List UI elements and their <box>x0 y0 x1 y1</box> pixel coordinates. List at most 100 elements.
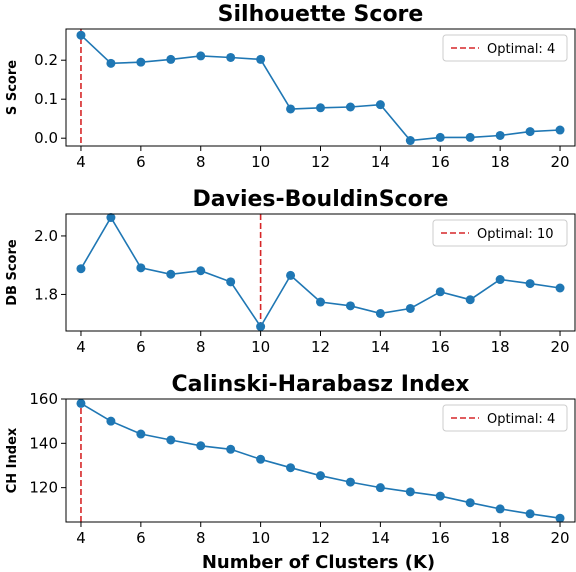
x-tick-label: 18 <box>491 153 510 171</box>
data-point <box>525 127 535 137</box>
x-tick-label: 4 <box>76 153 86 171</box>
data-point <box>226 277 236 287</box>
x-tick-label: 16 <box>431 153 450 171</box>
data-point <box>555 283 565 293</box>
x-tick-label: 8 <box>196 338 206 356</box>
data-point <box>196 266 206 276</box>
legend-box <box>442 404 568 432</box>
data-point <box>166 54 176 64</box>
data-point <box>316 103 325 113</box>
x-tick-label: 12 <box>311 338 330 356</box>
x-tick-label: 18 <box>491 338 510 356</box>
data-point <box>76 30 86 40</box>
data-point <box>375 483 385 493</box>
legend-label: Optimal: 4 <box>487 42 555 57</box>
legend-label: Optimal: 10 <box>477 227 554 242</box>
y-tick-label: 0.0 <box>34 129 58 147</box>
chart-panel-calinski-harabasz: Calinski-Harabasz Index CH Index 4 6 8 10 12 14… <box>5 372 576 572</box>
x-tick-label: 6 <box>136 153 146 171</box>
x-tick-label: 10 <box>251 529 270 547</box>
y-tick-label: 0.1 <box>34 90 58 108</box>
data-point <box>316 471 325 481</box>
x-tick-label: 4 <box>76 529 86 547</box>
legend: Optimal: 4 <box>442 404 568 432</box>
plot-frame <box>65 213 576 332</box>
y-tick-label: 0.2 <box>34 51 58 69</box>
data-point <box>465 132 475 142</box>
plot-frame <box>65 398 576 523</box>
x-axis-label: Number of Clusters (K) <box>202 552 435 572</box>
x-tick-label: 20 <box>550 153 569 171</box>
data-point <box>405 136 415 146</box>
y-axis-label: CH Index <box>5 427 20 493</box>
legend-box <box>432 219 568 247</box>
data-point <box>256 54 266 64</box>
y-tick-label: 160 <box>29 390 58 408</box>
chart-title: Calinski-Harabasz Index <box>172 372 470 397</box>
data-point <box>226 52 236 62</box>
y-tick-label: 140 <box>29 434 58 452</box>
data-point <box>286 104 296 114</box>
plot-frame <box>65 28 576 147</box>
chart-panel-silhouette: Silhouette Score S Score 4 6 8 10 12 14 16 18 20 0.… <box>5 2 576 171</box>
data-point <box>136 263 146 273</box>
data-point <box>555 513 565 523</box>
data-point <box>136 57 146 67</box>
chart-title: Silhouette Score <box>218 2 424 27</box>
data-point <box>495 275 505 285</box>
data-point <box>196 51 206 61</box>
data-point <box>136 429 146 439</box>
data-point <box>166 269 176 279</box>
data-point <box>106 213 116 223</box>
data-point <box>555 125 565 135</box>
data-point <box>435 287 445 297</box>
data-point <box>76 398 86 408</box>
legend: Optimal: 4 <box>442 34 568 62</box>
data-point <box>405 303 415 313</box>
y-tick-label: 2.0 <box>34 227 58 245</box>
x-tick-label: 8 <box>196 529 206 547</box>
data-point <box>286 270 296 280</box>
data-point <box>256 322 266 332</box>
y-axis-label: DB Score <box>5 239 20 306</box>
data-point <box>405 487 415 497</box>
data-point <box>465 295 475 305</box>
x-tick-label: 14 <box>371 153 390 171</box>
x-tick-label: 16 <box>431 529 450 547</box>
data-point <box>256 454 266 464</box>
data-point <box>345 102 355 112</box>
data-point <box>226 444 236 454</box>
data-point <box>76 264 86 274</box>
data-point <box>345 301 355 311</box>
x-tick-label: 14 <box>371 529 390 547</box>
data-point <box>106 58 116 68</box>
legend: Optimal: 10 <box>432 219 568 247</box>
data-point <box>495 504 505 514</box>
data-point <box>316 297 325 307</box>
x-tick-label: 4 <box>76 338 86 356</box>
x-tick-label: 6 <box>136 529 146 547</box>
data-point <box>166 435 176 445</box>
x-tick-label: 6 <box>136 338 146 356</box>
data-point <box>525 509 535 519</box>
y-tick-label: 120 <box>29 479 58 497</box>
data-point <box>375 100 385 110</box>
data-point <box>345 477 355 487</box>
x-tick-label: 14 <box>371 338 390 356</box>
legend-label: Optimal: 4 <box>487 412 555 427</box>
x-tick-label: 20 <box>550 529 569 547</box>
data-point <box>435 491 445 501</box>
chart-panel-davies-bouldin: Davies-BouldinScore DB Score 4 6 8 10 12 14 16 18… <box>5 187 576 356</box>
chart-title: Davies-BouldinScore <box>193 187 449 212</box>
data-point <box>465 498 475 508</box>
x-tick-label: 12 <box>311 529 330 547</box>
y-tick-label: 1.8 <box>34 285 58 303</box>
x-tick-label: 10 <box>251 153 270 171</box>
x-tick-label: 10 <box>251 338 270 356</box>
y-axis-label: S Score <box>5 60 20 115</box>
x-tick-label: 12 <box>311 153 330 171</box>
x-tick-label: 8 <box>196 153 206 171</box>
data-point <box>286 463 296 473</box>
x-tick-label: 20 <box>550 338 569 356</box>
